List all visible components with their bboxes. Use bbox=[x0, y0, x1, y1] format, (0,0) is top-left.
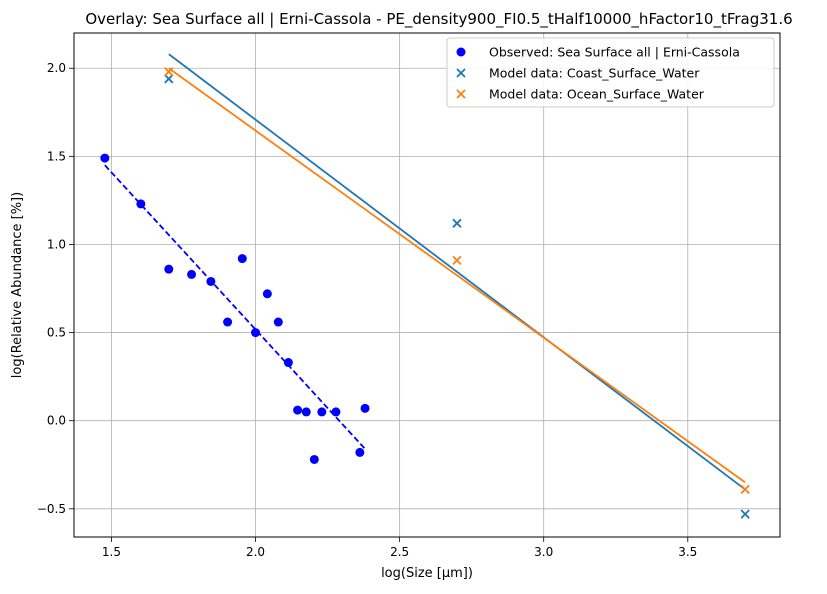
x-marker-stroke bbox=[164, 74, 174, 84]
x-marker-stroke bbox=[456, 68, 466, 78]
legend-marker bbox=[456, 47, 466, 57]
y-tick-label: −0.5 bbox=[37, 502, 66, 516]
legend-marker bbox=[456, 89, 466, 99]
x-marker-stroke bbox=[456, 89, 466, 99]
x-tick-label: 1.5 bbox=[102, 545, 121, 559]
data-point-series-0 bbox=[237, 254, 247, 264]
data-point-series-2 bbox=[164, 67, 174, 77]
data-point-series-0 bbox=[206, 276, 216, 286]
y-tick-label: 2.0 bbox=[47, 61, 66, 75]
y-tick-label: 1.0 bbox=[47, 237, 66, 251]
data-point-series-0 bbox=[309, 454, 319, 464]
data-point-series-2 bbox=[740, 484, 750, 495]
data-point-series-0 bbox=[360, 403, 370, 413]
x-tick-label: 3.0 bbox=[534, 545, 553, 559]
data-point-series-0 bbox=[283, 358, 293, 368]
data-point-series-1 bbox=[740, 509, 750, 519]
legend-label: Model data: Ocean_Surface_Water bbox=[489, 87, 705, 102]
data-points bbox=[100, 67, 750, 519]
fit-lines bbox=[104, 53, 746, 491]
data-point-series-0 bbox=[262, 289, 272, 299]
legend-entry: Observed: Sea Surface all | Erni-Cassola bbox=[456, 45, 740, 60]
data-point-series-0 bbox=[164, 264, 174, 274]
x-marker-stroke bbox=[740, 484, 750, 495]
y-tick-label: 0.5 bbox=[47, 326, 66, 340]
grid bbox=[74, 33, 780, 537]
x-tick-label: 2.0 bbox=[246, 545, 265, 559]
data-point-series-1 bbox=[164, 74, 174, 84]
x-marker-stroke bbox=[740, 509, 750, 519]
x-marker-stroke bbox=[164, 67, 174, 77]
data-point-series-0 bbox=[301, 407, 311, 417]
y-tick-label: 0.0 bbox=[47, 414, 66, 428]
legend-entry: Model data: Coast_Surface_Water bbox=[456, 66, 700, 81]
legend: Observed: Sea Surface all | Erni-Cassola… bbox=[446, 37, 775, 108]
data-point-series-0 bbox=[317, 407, 327, 417]
legend-label: Model data: Coast_Surface_Water bbox=[489, 66, 700, 81]
x-tick-label: 3.5 bbox=[678, 545, 697, 559]
fit-line-series-0 bbox=[104, 164, 366, 450]
data-point-series-0 bbox=[136, 199, 146, 209]
legend-marker bbox=[456, 68, 466, 78]
x-tick-label: 2.5 bbox=[390, 545, 409, 559]
data-point-series-0 bbox=[355, 447, 365, 457]
plot-frame bbox=[73, 32, 781, 538]
y-axis-label: log(Relative Abundance [%]) bbox=[10, 192, 25, 378]
x-axis: 1.5 2.0 2.5 3.0 3.5 bbox=[102, 537, 697, 559]
legend-box bbox=[446, 37, 775, 108]
fit-line-series-2 bbox=[168, 67, 746, 484]
data-point-series-2 bbox=[452, 255, 462, 265]
legend-label: Observed: Sea Surface all | Erni-Cassola bbox=[489, 45, 740, 60]
x-marker-stroke bbox=[452, 218, 462, 228]
data-point-series-0 bbox=[251, 328, 261, 338]
y-axis: −0.5 0.0 0.5 1.0 1.5 2.0 bbox=[37, 61, 74, 516]
data-point-series-0 bbox=[187, 269, 197, 279]
data-point-series-0 bbox=[100, 153, 110, 163]
y-tick-label: 1.5 bbox=[47, 149, 66, 163]
data-point-series-1 bbox=[452, 218, 462, 228]
data-point-series-0 bbox=[223, 317, 233, 327]
chart-title: Overlay: Sea Surface all | Erni-Cassola … bbox=[85, 10, 792, 29]
x-axis-label: log(Size [μm]) bbox=[381, 566, 473, 581]
data-point-series-0 bbox=[331, 407, 341, 417]
legend-entry: Model data: Ocean_Surface_Water bbox=[456, 87, 705, 102]
data-point-series-0 bbox=[293, 405, 303, 415]
fit-line-series-1 bbox=[168, 53, 746, 491]
data-point-series-0 bbox=[273, 317, 283, 327]
x-marker-stroke bbox=[452, 255, 462, 265]
